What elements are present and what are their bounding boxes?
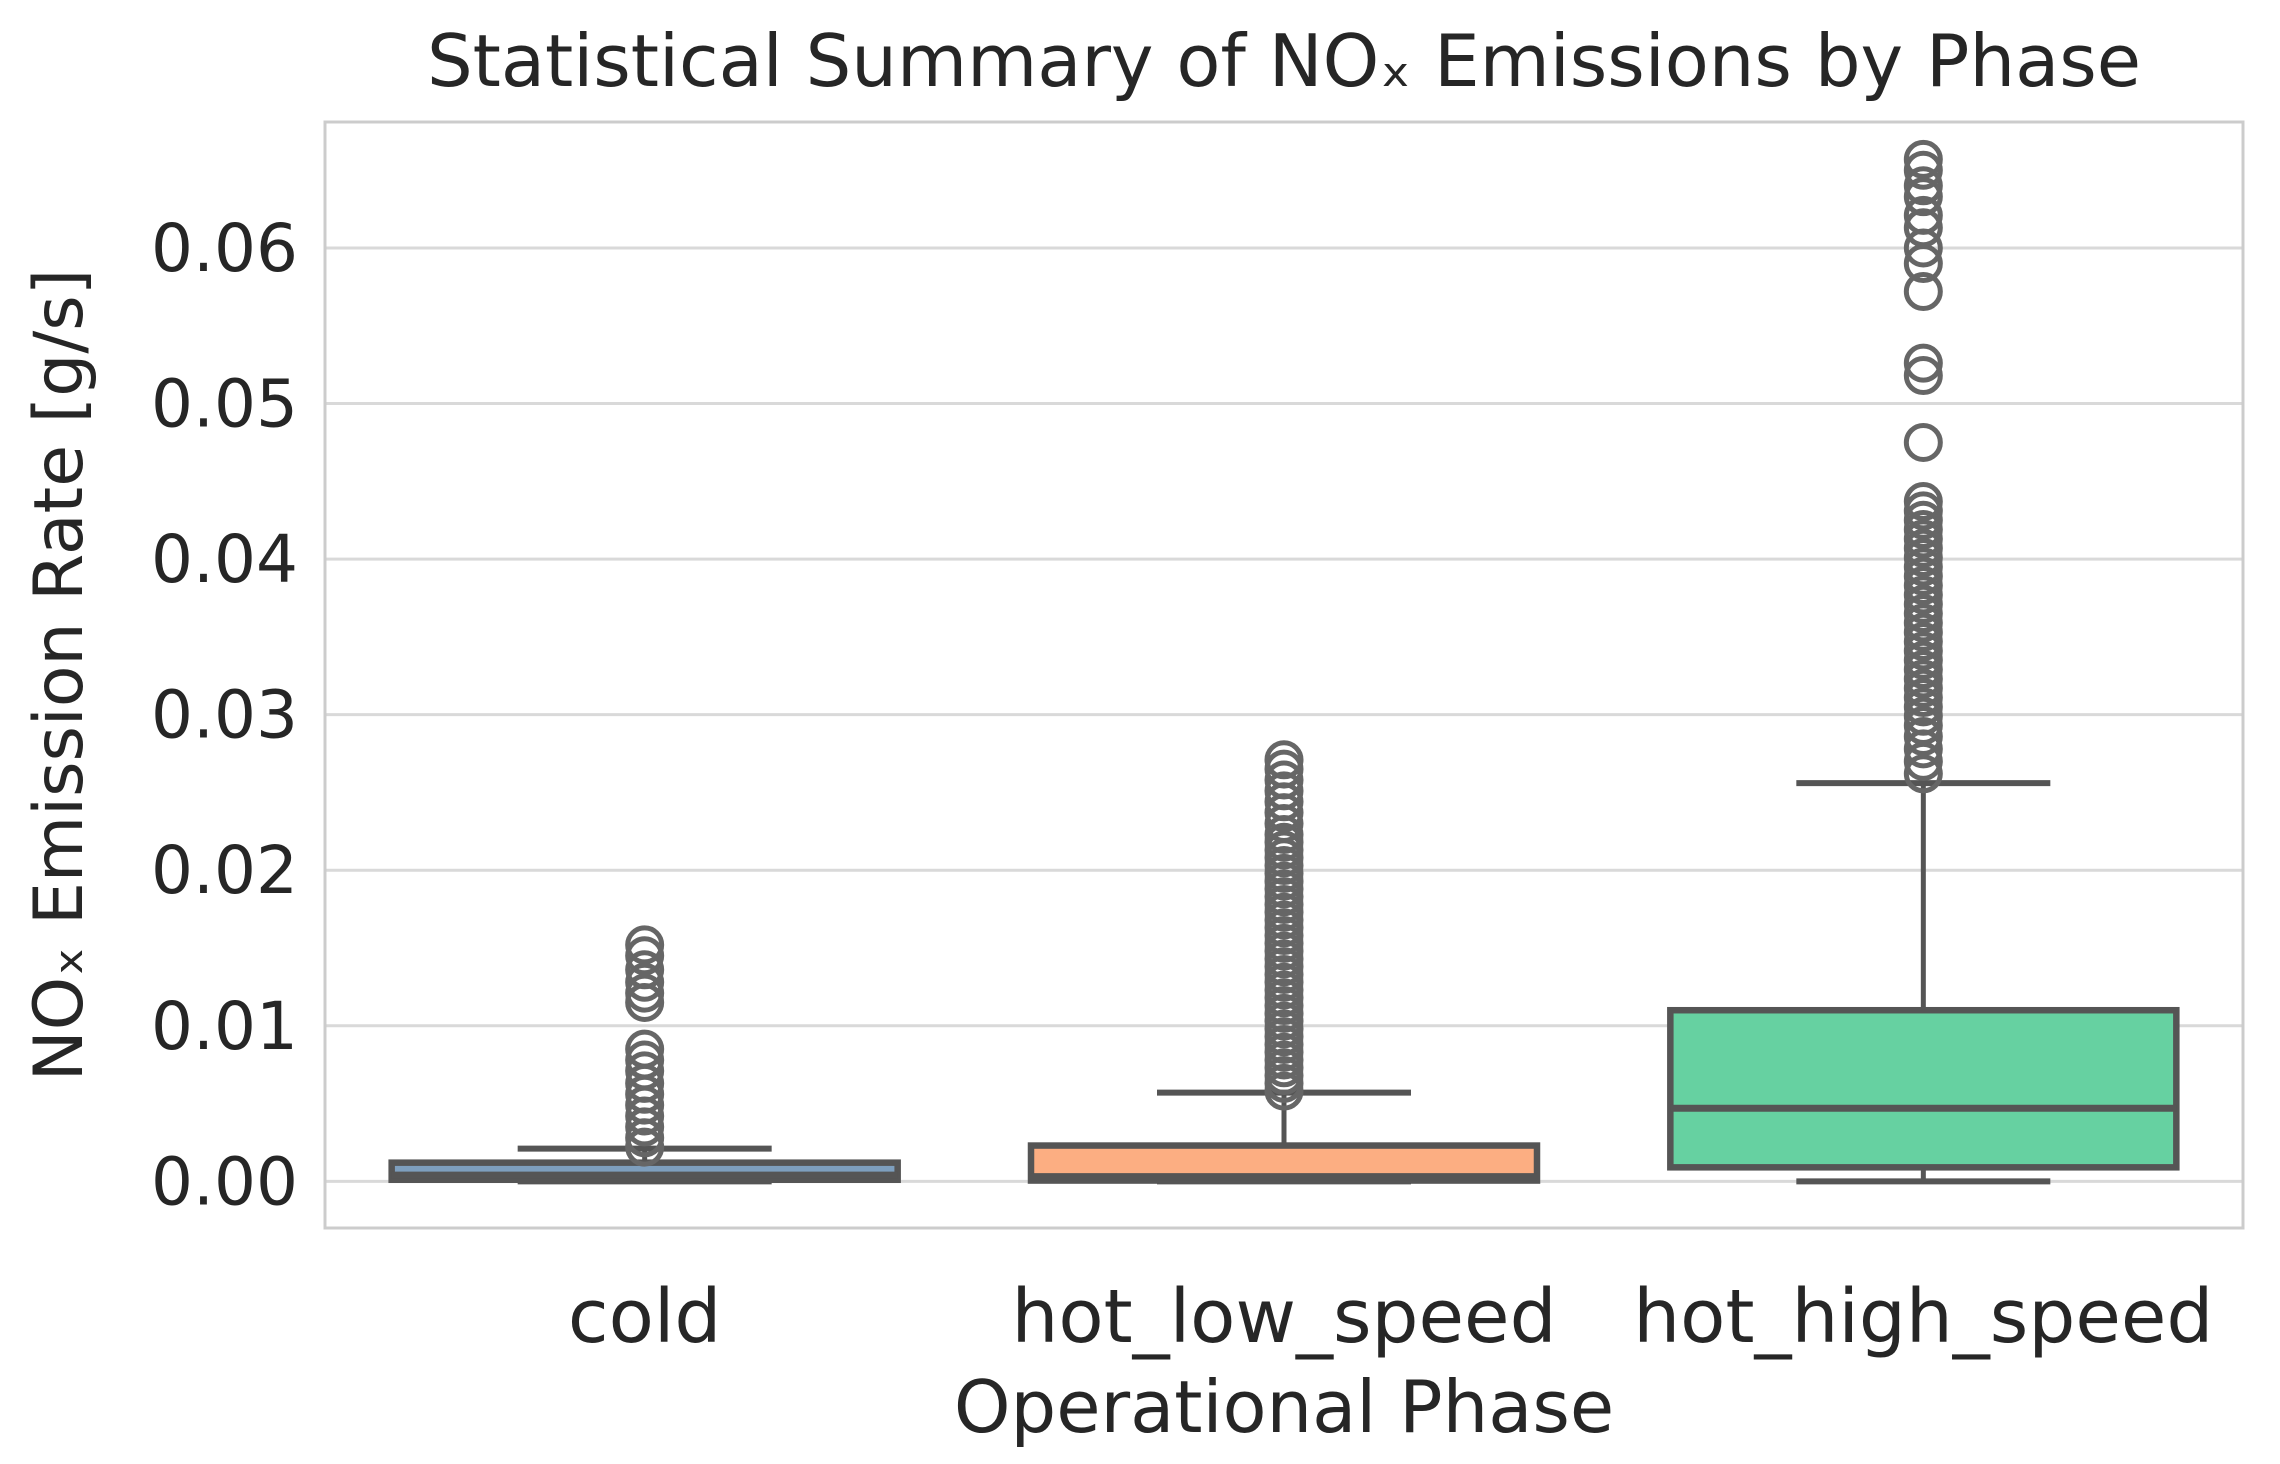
outlier-point — [625, 950, 665, 990]
y-axis-label: NOₓ Emission Rate [g/s] — [20, 269, 99, 1081]
outlier-point — [1903, 754, 1943, 794]
outlier-point — [1264, 740, 1304, 780]
y-tick-labels: 0.00 0.01 0.02 0.03 0.04 0.05 0.06 — [151, 210, 298, 1220]
outlier-point — [625, 1029, 665, 1069]
outlier-point — [1903, 716, 1943, 756]
outlier-point — [1903, 139, 1943, 179]
x-tick-label-hot_low_speed: hot_low_speed — [1011, 1274, 1556, 1360]
x-axis-label: Operational Phase — [954, 1365, 1614, 1449]
y-tick-label: 0.03 — [151, 677, 298, 754]
outlier-points — [625, 139, 1943, 1167]
plot-border — [323, 120, 2245, 1230]
outlier-point — [1903, 482, 1943, 522]
outliers-hot_high_speed — [1903, 139, 1943, 794]
y-tick-label: 0.04 — [151, 521, 298, 598]
outlier-point — [625, 925, 665, 965]
y-tick-label: 0.02 — [151, 832, 298, 909]
outlier-point — [625, 1040, 665, 1080]
outlier-point — [1903, 208, 1943, 248]
y-tick-label: 0.01 — [151, 988, 298, 1065]
x-tick-label-cold: cold — [568, 1274, 722, 1360]
outlier-point — [625, 973, 665, 1013]
outlier-point — [625, 962, 665, 1002]
chart-title: Statistical Summary of NOₓ Emissions by … — [427, 19, 2141, 103]
y-tick-label: 0.06 — [151, 210, 298, 287]
iqr-box — [1667, 1006, 2180, 1171]
box-plots — [388, 780, 2180, 1185]
outlier-point — [1903, 166, 1943, 206]
y-tick-label: 0.05 — [151, 366, 298, 443]
outlier-point — [1903, 150, 1943, 190]
outlier-point — [1903, 177, 1943, 217]
x-tick-labels: cold hot_low_speed hot_high_speed — [568, 1274, 2213, 1360]
outliers-cold — [625, 925, 665, 1167]
outlier-point — [1903, 272, 1943, 312]
outliers-hot_low_speed — [1264, 740, 1304, 1111]
box-hot_high_speed — [1667, 780, 2180, 1185]
outlier-point — [1264, 760, 1304, 800]
outlier-point — [1903, 422, 1943, 462]
y-tick-label: 0.00 — [151, 1143, 298, 1220]
outlier-point — [1903, 356, 1943, 396]
axes-spine — [323, 120, 2245, 1230]
outlier-point — [625, 936, 665, 976]
x-tick-label-hot_high_speed: hot_high_speed — [1633, 1274, 2213, 1360]
outlier-point — [625, 1051, 665, 1091]
outlier-point — [1903, 343, 1943, 383]
outlier-point — [1264, 771, 1304, 811]
outlier-point — [1903, 195, 1943, 235]
